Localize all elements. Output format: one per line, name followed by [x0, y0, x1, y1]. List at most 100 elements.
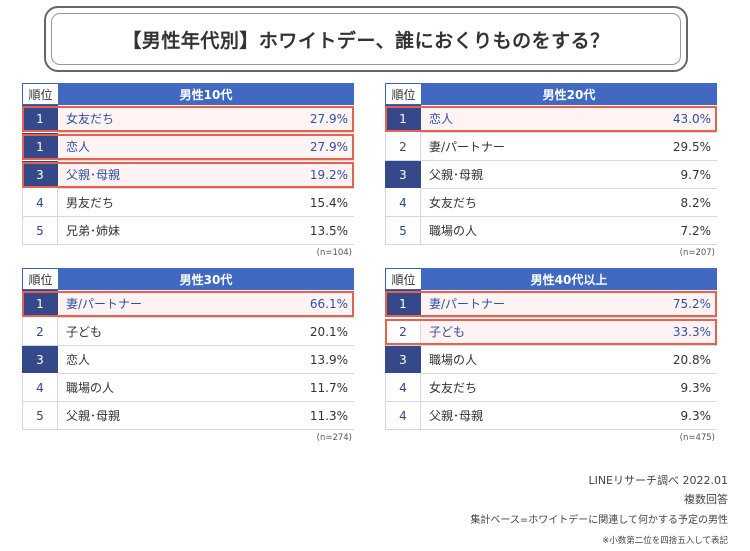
row-cell: 父親･母親 9.7% — [421, 161, 717, 189]
rank-number: 2 — [385, 133, 421, 161]
sample-size-note: (n=475) — [679, 433, 715, 443]
recipient-label: 妻/パートナー — [429, 297, 506, 311]
row-cell: 子ども 20.1% — [58, 318, 354, 346]
title-box: 【男性年代別】ホワイトデー、誰におくりものをする？ — [44, 6, 688, 72]
row-cell: 兄弟･姉妹 13.5% — [58, 217, 354, 245]
sample-size-note: (n=274) — [316, 433, 352, 443]
rank-number: 4 — [385, 402, 421, 430]
percentage-value: 9.3% — [680, 408, 712, 423]
rank-number: 5 — [22, 217, 58, 245]
footer-source: LINEリサーチ調べ 2022.01 — [588, 474, 728, 487]
table-header: 順位 男性10代 — [22, 83, 354, 105]
rank-number: 2 — [22, 318, 58, 346]
row-cell: 女友だち 8.2% — [421, 189, 717, 217]
footer-base: 集計ベース=ホワイトデーに関連して何かする予定の男性 — [470, 515, 728, 526]
percentage-value: 9.3% — [680, 380, 712, 395]
recipient-label: 女友だち — [429, 196, 478, 210]
row-cell: 職場の人 7.2% — [421, 217, 717, 245]
percentage-value: 75.2% — [672, 296, 711, 311]
row-cell: 職場の人 20.8% — [421, 346, 717, 374]
row-cell: 女友だち 27.9% — [58, 105, 354, 133]
group-header: 男性30代 — [58, 268, 354, 290]
row-cell: 恋人 27.9% — [58, 133, 354, 161]
recipient-label: 父親･母親 — [429, 168, 484, 182]
percentage-value: 13.9% — [309, 352, 348, 367]
recipient-label: 女友だち — [66, 112, 115, 126]
recipient-label: 子ども — [66, 325, 103, 339]
rank-number: 1 — [385, 290, 421, 318]
recipient-label: 子ども — [429, 325, 466, 339]
row-cell: 恋人 43.0% — [421, 105, 717, 133]
table-row: 1 恋人 43.0% — [385, 105, 717, 133]
row-cell: 女友だち 9.3% — [421, 374, 717, 402]
rank-number: 5 — [385, 217, 421, 245]
row-cell: 妻/パートナー 29.5% — [421, 133, 717, 161]
rank-number: 1 — [22, 133, 58, 161]
rank-column-header: 順位 — [385, 83, 421, 105]
recipient-label: 職場の人 — [66, 381, 115, 395]
page-title: 【男性年代別】ホワイトデー、誰におくりものをする？ — [51, 13, 681, 65]
percentage-value: 43.0% — [672, 111, 711, 126]
percentage-value: 20.1% — [309, 324, 348, 339]
rank-number: 3 — [385, 346, 421, 374]
group-header: 男性40代以上 — [421, 268, 717, 290]
recipient-label: 父親･母親 — [429, 409, 484, 423]
table-row: 1 妻/パートナー 66.1% — [22, 290, 354, 318]
row-cell: 職場の人 11.7% — [58, 374, 354, 402]
table-row: 2 妻/パートナー 29.5% — [385, 133, 717, 161]
table-row: 3 恋人 13.9% — [22, 346, 354, 374]
recipient-label: 妻/パートナー — [429, 140, 506, 154]
row-cell: 男友だち 15.4% — [58, 189, 354, 217]
percentage-value: 33.3% — [672, 324, 711, 339]
table-row: 4 父親･母親 9.3% — [385, 402, 717, 430]
rank-number: 1 — [385, 105, 421, 133]
recipient-label: 恋人 — [66, 353, 91, 367]
group-header: 男性20代 — [421, 83, 717, 105]
percentage-value: 27.9% — [309, 139, 348, 154]
table-row: 2 子ども 33.3% — [385, 318, 717, 346]
rank-number: 3 — [385, 161, 421, 189]
percentage-value: 29.5% — [672, 139, 711, 154]
percentage-value: 20.8% — [672, 352, 711, 367]
table-row: 4 女友だち 8.2% — [385, 189, 717, 217]
percentage-value: 66.1% — [309, 296, 348, 311]
table-row: 1 妻/パートナー 75.2% — [385, 290, 717, 318]
sample-size-note: (n=207) — [679, 248, 715, 258]
row-cell: 父親･母親 11.3% — [58, 402, 354, 430]
recipient-label: 父親･母親 — [66, 168, 121, 182]
table-teens: 順位 男性10代 1 女友だち 27.9% 1 恋人 27.9% 3 父親･母親 19.2% 4 男友だ… — [22, 83, 354, 258]
percentage-value: 11.7% — [309, 380, 348, 395]
table-row: 5 兄弟･姉妹 13.5% — [22, 217, 354, 245]
percentage-value: 9.7% — [680, 167, 712, 182]
percentage-value: 11.3% — [309, 408, 348, 423]
table-row: 2 子ども 20.1% — [22, 318, 354, 346]
rank-number: 4 — [22, 189, 58, 217]
recipient-label: 恋人 — [66, 140, 91, 154]
rank-number: 2 — [385, 318, 421, 346]
recipient-label: 職場の人 — [429, 353, 478, 367]
table-row: 3 父親･母親 9.7% — [385, 161, 717, 189]
recipient-label: 父親･母親 — [66, 409, 121, 423]
percentage-value: 27.9% — [309, 111, 348, 126]
rank-column-header: 順位 — [22, 83, 58, 105]
rank-number: 4 — [22, 374, 58, 402]
rank-number: 3 — [22, 346, 58, 374]
percentage-value: 15.4% — [309, 195, 348, 210]
table-row: 1 女友だち 27.9% — [22, 105, 354, 133]
table-row: 3 職場の人 20.8% — [385, 346, 717, 374]
percentage-value: 7.2% — [680, 223, 712, 238]
rank-number: 4 — [385, 374, 421, 402]
table-forties-plus: 順位 男性40代以上 1 妻/パートナー 75.2% 2 子ども 33.3% 3 職場の人 20.8… — [385, 268, 717, 443]
row-cell: 子ども 33.3% — [421, 318, 717, 346]
table-thirties: 順位 男性30代 1 妻/パートナー 66.1% 2 子ども 20.1% 3 恋人 13.9% 4 職場… — [22, 268, 354, 443]
recipient-label: 職場の人 — [429, 224, 478, 238]
recipient-label: 恋人 — [429, 112, 454, 126]
table-row: 4 男友だち 15.4% — [22, 189, 354, 217]
table-header: 順位 男性20代 — [385, 83, 717, 105]
table-row: 1 恋人 27.9% — [22, 133, 354, 161]
footer-rounding-note: ※小数第二位を四捨五入して表記 — [602, 536, 728, 546]
row-cell: 妻/パートナー 75.2% — [421, 290, 717, 318]
recipient-label: 男友だち — [66, 196, 115, 210]
rank-number: 1 — [22, 105, 58, 133]
percentage-value: 8.2% — [680, 195, 712, 210]
